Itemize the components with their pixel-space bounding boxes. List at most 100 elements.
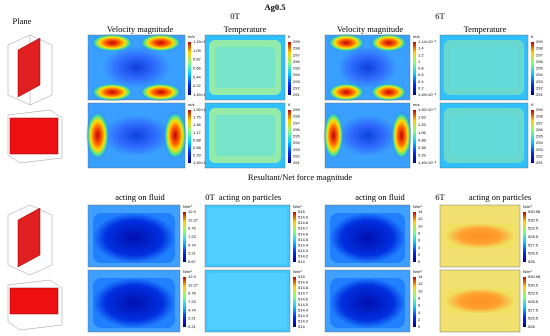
colorbar <box>188 42 191 95</box>
colorbar-label: 0.4 <box>418 79 424 84</box>
colorbar-label: 2.21 <box>188 316 197 321</box>
contour-lobe <box>90 83 134 102</box>
colorbar-label: 296 <box>536 127 543 132</box>
colorbar-label: 2 <box>418 317 421 322</box>
colorbar-label: 527.5 <box>528 307 539 312</box>
colorbar-label: 1.06 <box>418 130 427 135</box>
contour-lobe <box>139 83 183 102</box>
colorbar-label: 297 <box>536 52 543 57</box>
colorbar-label: 294 <box>536 140 543 145</box>
column-header: acting on fluid <box>115 192 165 202</box>
colorbar-label: 0 <box>418 324 421 329</box>
colorbar-label: 293 <box>536 79 543 84</box>
colorbar-label: 526 <box>528 259 535 264</box>
plot-frame <box>87 269 181 333</box>
colorbar-label: 297 <box>293 52 300 57</box>
colorbar-label: 0.22 <box>193 83 202 88</box>
colorbar-label: 293 <box>293 147 300 152</box>
colorbar-label: 1.46 <box>193 122 202 127</box>
colorbar-unit: N/m³ <box>183 204 192 209</box>
contour-lobe <box>323 110 344 161</box>
plane-vertical <box>7 204 53 276</box>
colorbar-label: 514.5 <box>298 302 309 307</box>
colorbar-unit: K <box>531 102 534 107</box>
colorbar-label: 1.49×10⁻⁸ <box>418 160 437 165</box>
contour-plot <box>439 102 529 169</box>
colorbar-unit: N/m³ <box>523 204 532 209</box>
colorbar-label: 296 <box>293 127 300 132</box>
colorbar-label: 514.2 <box>298 319 309 324</box>
contour-inner <box>330 213 405 263</box>
colorbar-label: 515 <box>298 274 305 279</box>
colorbar-label: 0.44 <box>193 74 202 79</box>
colorbar-label: 299 <box>293 39 300 44</box>
contour-plot <box>204 102 286 169</box>
contour-plot <box>439 269 521 333</box>
colorbar-label: 1.92×10⁻³ <box>193 107 212 112</box>
contour-inner <box>446 223 514 249</box>
colorbar-label: 293 <box>293 79 300 84</box>
plot-frame <box>324 204 411 268</box>
colorbar-label: 514.9 <box>298 280 309 285</box>
contour-lobe <box>327 83 365 102</box>
colorbar-label: 295 <box>536 134 543 139</box>
column-header: Velocity magnitude <box>337 24 404 34</box>
contour-plot <box>86 102 187 169</box>
colorbar-label: 296 <box>293 59 300 64</box>
plane-vertical <box>7 34 53 106</box>
colorbar-label: 291 <box>536 92 543 97</box>
colorbar-label: 530.5 <box>528 282 539 287</box>
colorbar-label: 0.58 <box>193 145 202 150</box>
colorbar-unit: m/s <box>413 34 419 39</box>
colorbar-unit: N/m³ <box>413 269 422 274</box>
contour-inner <box>215 115 275 156</box>
colorbar-label: 1 <box>418 59 421 64</box>
contour-plot <box>439 204 521 268</box>
colorbar-label: 299 <box>536 39 543 44</box>
colorbar-label: 514.6 <box>298 231 309 236</box>
case-label: 6T <box>435 192 445 202</box>
colorbar-label: 1.49×10⁻⁸ <box>193 160 212 165</box>
colorbar-label: 298 <box>293 46 300 51</box>
contour-inner <box>446 288 514 314</box>
colorbar-unit: N/m³ <box>413 204 422 209</box>
contour-plot <box>204 34 286 101</box>
contour-lobe <box>86 110 110 161</box>
colorbar-label: 4 <box>418 310 421 315</box>
contour-core <box>337 114 398 157</box>
colorbar-label: 526.5 <box>528 316 539 321</box>
contour-inner <box>450 115 518 156</box>
contour-plot <box>87 269 181 333</box>
colorbar-label: 297 <box>536 120 543 125</box>
colorbar-label: 0.8 <box>418 66 424 71</box>
plane-diagrams <box>7 34 63 331</box>
colorbar-label: 527.5 <box>528 242 539 247</box>
colorbar-label: 1.63 <box>418 115 427 120</box>
colorbar-label: 12.9 <box>188 209 197 214</box>
colorbar-label: 12.27 <box>188 217 199 222</box>
colorbar-label: 12 <box>418 216 423 221</box>
colorbar-label: 291 <box>293 92 300 97</box>
colorbar-label: 8 <box>418 295 421 300</box>
colorbar <box>413 42 416 95</box>
colorbar-label: 514 <box>298 324 305 329</box>
plot-frame <box>204 102 286 169</box>
colorbar-label: 294 <box>536 72 543 77</box>
colorbar-label: 0.58 <box>418 145 427 150</box>
contour-lobe <box>370 83 408 102</box>
colorbar-unit: K <box>531 34 534 39</box>
colorbar <box>288 42 291 95</box>
colorbar-label: 514.9 <box>298 215 309 220</box>
colorbar-label: 514.7 <box>298 226 309 231</box>
contour-inner <box>330 278 405 328</box>
colorbar-label: 528.5 <box>528 234 539 239</box>
contour-lobe <box>139 33 183 52</box>
colorbar-label: 0.29 <box>193 152 202 157</box>
colorbar-label: 514.6 <box>298 296 309 301</box>
colorbar <box>413 277 416 327</box>
colorbar <box>531 42 534 95</box>
figure-title: Ag0.5 <box>264 2 285 12</box>
contour-inner <box>93 278 175 328</box>
contour-lobe <box>391 110 412 161</box>
